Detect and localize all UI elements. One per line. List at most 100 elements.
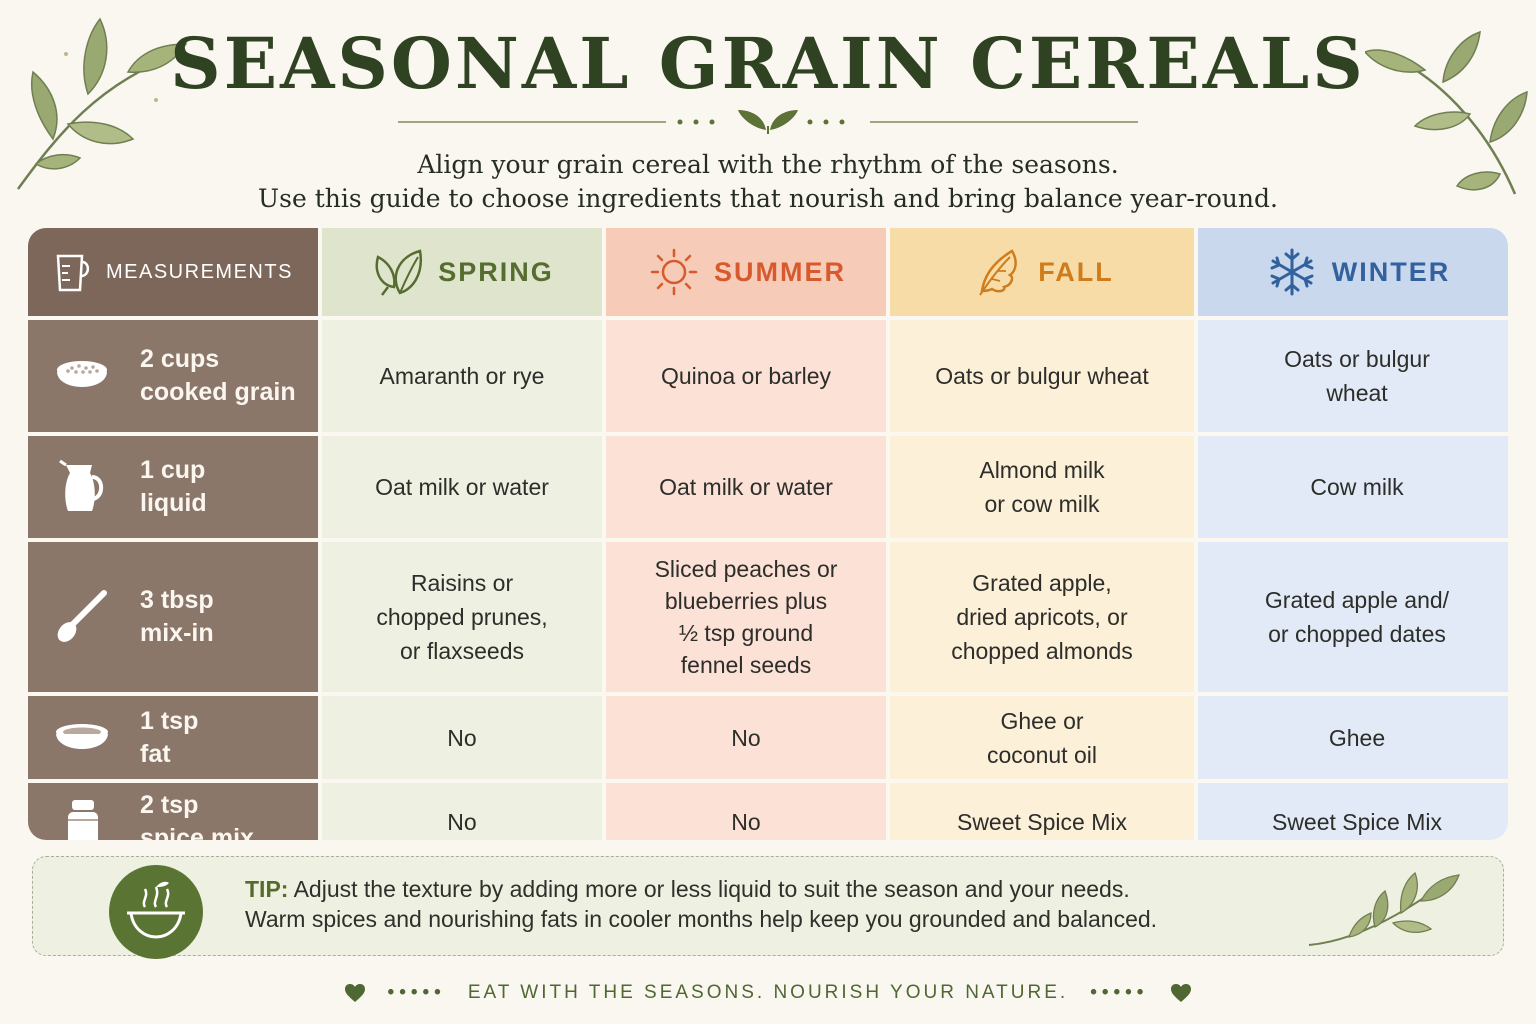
measurement-amount: 1 tsp: [140, 706, 199, 735]
table-cell: Cow milk: [1198, 436, 1508, 538]
table-cell: Grated apple and/or chopped dates: [1198, 542, 1508, 692]
cell-text: Oat milk or water: [375, 474, 549, 500]
spoon-icon: [57, 590, 107, 642]
cell-text: dried apricots, or: [956, 604, 1128, 630]
tip-badge: [109, 865, 203, 959]
table-cell: No: [606, 783, 886, 840]
season-header-summer: SUMMER: [606, 228, 886, 316]
table-cell: Oats or bulgur wheat: [890, 320, 1194, 432]
footer-text: EAT WITH THE SEASONS. NOURISH YOUR NATUR…: [467, 982, 1069, 1003]
table-cell: Ghee or coconut oil: [890, 696, 1194, 779]
table-cell: Almond milk or cow milk: [890, 436, 1194, 538]
measurement-amount: 2 tsp: [140, 790, 199, 819]
season-header-winter: WINTER: [1198, 228, 1508, 316]
season-label: SUMMER: [714, 257, 846, 287]
measuring-cup-icon: [56, 254, 90, 292]
tip-box: TIP: Adjust the texture by adding more o…: [32, 856, 1504, 959]
leaf-branch-icon: [1365, 30, 1528, 195]
autumn-leaf-icon: [979, 249, 1018, 296]
table-cell: Sliced peaches or blueberries plus ½ tsp g…: [606, 542, 886, 692]
table-cell: Oat milk or water: [322, 436, 602, 538]
table-cell: Sweet Spice Mix: [890, 783, 1194, 840]
bowl-of-grain-icon: [57, 361, 107, 387]
snowflake-icon: [1270, 248, 1314, 296]
cell-text: chopped prunes,: [376, 604, 548, 630]
season-label: WINTER: [1331, 257, 1451, 287]
measurement-amount: 1 cup: [140, 456, 206, 484]
measurement-cell: 1 cup liquid: [28, 436, 318, 538]
table-cell: Raisins or chopped prunes, or flaxseeds: [322, 542, 602, 692]
cell-text: Sweet Spice Mix: [956, 808, 1127, 835]
table-cell: Amaranth or rye: [322, 320, 602, 432]
cell-text: Grated apple,: [972, 570, 1112, 596]
measurement-cell: 2 tsp spice mix: [28, 783, 318, 840]
season-label: SPRING: [438, 257, 554, 287]
seasonal-grain-table: MEASUREMENTS SPRING SUMMER: [28, 228, 1508, 840]
subtitle-line: Align your grain cereal with the rhythm …: [417, 150, 1119, 179]
leaf-branch-icon: [16, 17, 188, 190]
pitcher-icon: [59, 459, 104, 511]
cell-text: No: [731, 724, 761, 751]
cell-text: blueberries plus: [664, 588, 828, 614]
cell-text: Sliced peaches or: [654, 556, 838, 582]
cell-text: Sweet Spice Mix: [1271, 808, 1442, 835]
measurement-amount: 3 tbsp: [140, 586, 214, 614]
subtitle: Align your grain cereal with the rhythm …: [0, 148, 1536, 216]
table-cell: No: [322, 696, 602, 779]
cell-text: or cow milk: [984, 491, 1100, 517]
tip-line: Warm spices and nourishing fats in coole…: [245, 906, 1158, 932]
tip-text: TIP: Adjust the texture by adding more o…: [245, 874, 1157, 934]
cell-text: Oats or bulgur wheat: [935, 363, 1149, 389]
cell-text: chopped almonds: [951, 638, 1133, 664]
cell-text: Raisins or: [410, 570, 514, 596]
measurement-item: fat: [140, 739, 171, 768]
cell-text: coconut oil: [987, 741, 1097, 768]
measurements-header: MEASUREMENTS: [28, 228, 318, 316]
measurement-item: cooked grain: [140, 378, 296, 406]
tip-label: TIP:: [245, 876, 289, 902]
page-title: SEASONAL GRAIN CEREALS: [170, 22, 1366, 105]
cell-text: Cow milk: [1310, 474, 1404, 500]
table-cell: No: [322, 783, 602, 840]
cell-text: Almond milk: [979, 457, 1105, 483]
heart-icon: [1171, 984, 1192, 1002]
cell-text: or chopped dates: [1268, 621, 1446, 647]
subtitle-line: Use this guide to choose ingredients tha…: [258, 184, 1278, 213]
cell-text: Oat milk or water: [659, 474, 833, 500]
table-cell: Oat milk or water: [606, 436, 886, 538]
measurement-item: mix-in: [140, 619, 214, 647]
cell-text: or flaxseeds: [399, 638, 524, 664]
cell-text: Oats or bulgur: [1284, 346, 1430, 372]
cell-text: No: [447, 724, 477, 751]
tip-line: Adjust the texture by adding more or les…: [293, 876, 1130, 902]
footer-dots: •••••: [387, 982, 446, 1003]
heart-icon: [344, 984, 365, 1002]
cell-text: fennel seeds: [680, 652, 812, 678]
table-cell: Quinoa or barley: [606, 320, 886, 432]
season-header-fall: FALL: [890, 228, 1194, 316]
leaves-icon: [375, 249, 423, 296]
measurements-header-label: MEASUREMENTS: [106, 261, 293, 283]
measurement-amount: 2 cups: [140, 345, 220, 373]
dish-icon: [56, 723, 108, 749]
cell-text: Grated apple and/: [1264, 587, 1450, 613]
table-cell: No: [606, 696, 886, 779]
leaf-sprig-icon: [1308, 871, 1460, 946]
cell-text: Quinoa or barley: [660, 363, 832, 389]
table-cell: Grated apple, dried apricots, or chopped a…: [890, 542, 1194, 692]
footer-dots: •••••: [1090, 982, 1149, 1003]
footer: ••••• EAT WITH THE SEASONS. NOURISH YOUR…: [0, 978, 1536, 1008]
cell-text: ½ tsp ground: [678, 620, 814, 646]
cell-text: Ghee: [1328, 724, 1386, 751]
cell-text: Amaranth or rye: [379, 363, 545, 389]
spice-jar-icon: [68, 799, 98, 840]
cell-text: No: [447, 808, 477, 835]
sun-icon: [650, 248, 698, 296]
season-label: FALL: [1038, 257, 1114, 287]
cell-text: Ghee or: [1000, 707, 1084, 734]
cell-text: wheat: [1326, 380, 1388, 406]
table-cell: Ghee: [1198, 696, 1508, 779]
season-header-spring: SPRING: [322, 228, 602, 316]
table-cell: Sweet Spice Mix: [1198, 783, 1508, 840]
